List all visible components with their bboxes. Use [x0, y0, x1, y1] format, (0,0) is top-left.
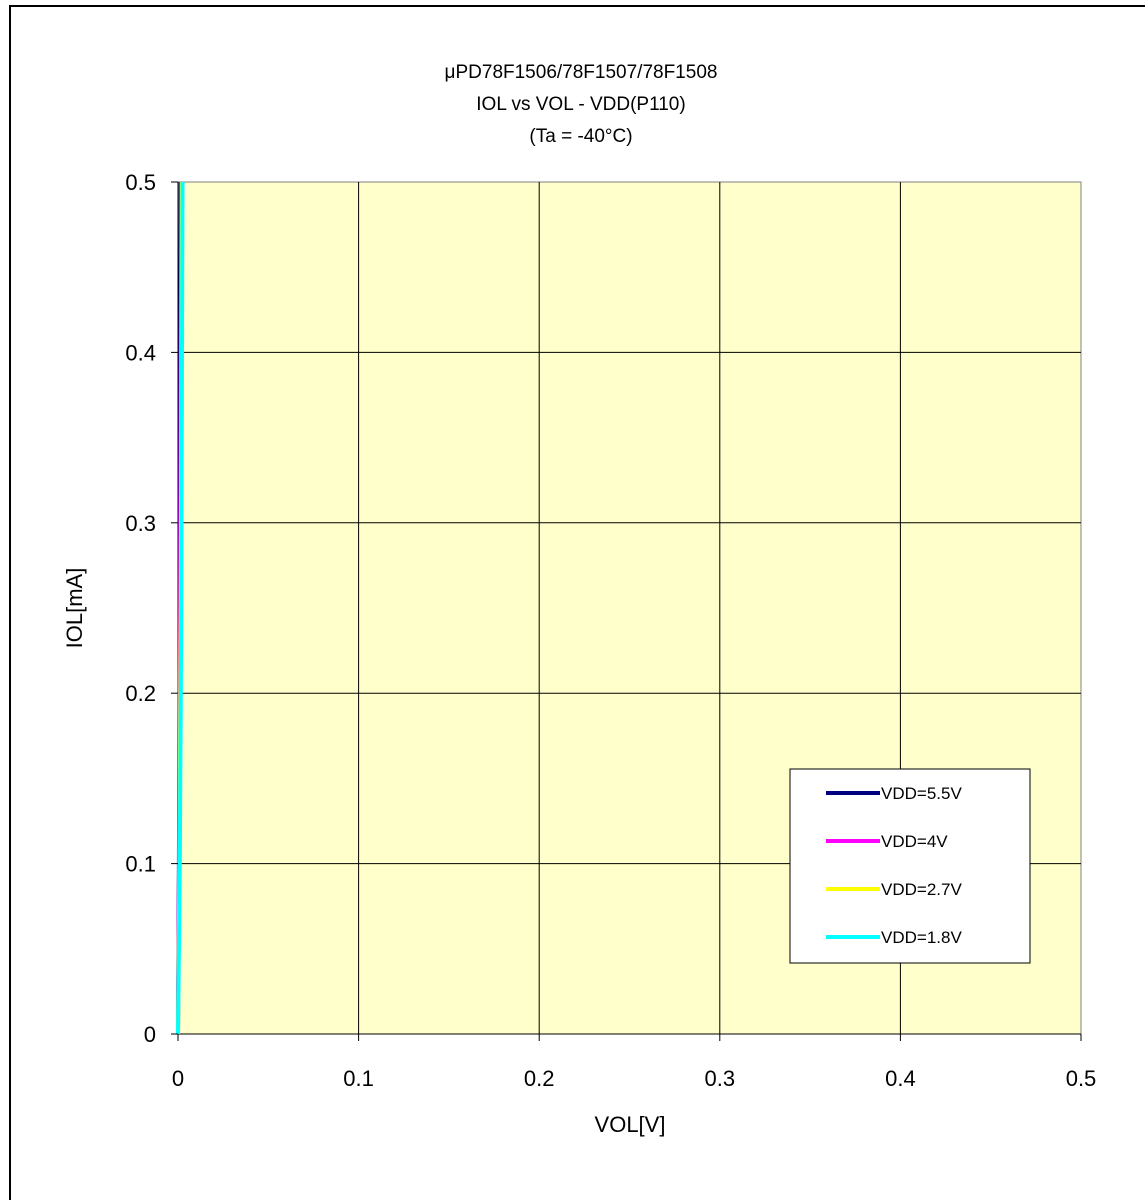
y-tick-label: 0.5: [125, 170, 156, 195]
legend-label: VDD=5.5V: [881, 784, 962, 803]
chart-frame: [9, 5, 1145, 1200]
legend-item: VDD=4V: [826, 832, 948, 851]
series-line-4: [176, 181, 185, 1035]
x-tick-label: 0.5: [1066, 1066, 1097, 1091]
legend-label: VDD=4V: [881, 832, 948, 851]
chart-title: μPD78F1506/78F1507/78F1508 IOL vs VOL - …: [445, 62, 718, 147]
x-axis-label: VOL[V]: [595, 1112, 666, 1137]
y-axis-ticks: 0 0.1 0.2 0.3 0.4 0.5: [125, 170, 178, 1047]
legend-label: VDD=2.7V: [881, 880, 962, 899]
legend-item: VDD=1.8V: [826, 928, 962, 947]
title-line-1: μPD78F1506/78F1507/78F1508: [445, 62, 718, 83]
legend-item: VDD=2.7V: [826, 880, 962, 899]
y-tick-label: 0.3: [125, 511, 156, 536]
y-tick-label: 0.1: [125, 852, 156, 877]
series-lines: [176, 181, 185, 1035]
title-line-3: (Ta = -40°C): [529, 126, 632, 147]
x-tick-label: 0.1: [343, 1066, 374, 1091]
legend-box: [789, 768, 1031, 964]
legend-item: VDD=5.5V: [826, 784, 962, 803]
y-tick-label: 0.4: [125, 340, 156, 365]
x-tick-label: 0: [172, 1066, 184, 1091]
title-line-2: IOL vs VOL - VDD(P110): [476, 94, 685, 115]
x-tick-label: 0.2: [524, 1066, 555, 1091]
legend-label: VDD=1.8V: [881, 928, 962, 947]
y-tick-label: 0.2: [125, 681, 156, 706]
y-tick-label: 0: [144, 1022, 156, 1047]
x-axis-ticks: 0 0.1 0.2 0.3 0.4 0.5: [172, 1034, 1096, 1091]
x-tick-label: 0.3: [705, 1066, 736, 1091]
y-axis-label: IOL[mA]: [62, 568, 87, 649]
legend: VDD=5.5V VDD=4V VDD=2.7V VDD=1.8V: [789, 768, 1031, 964]
x-tick-label: 0.4: [885, 1066, 916, 1091]
